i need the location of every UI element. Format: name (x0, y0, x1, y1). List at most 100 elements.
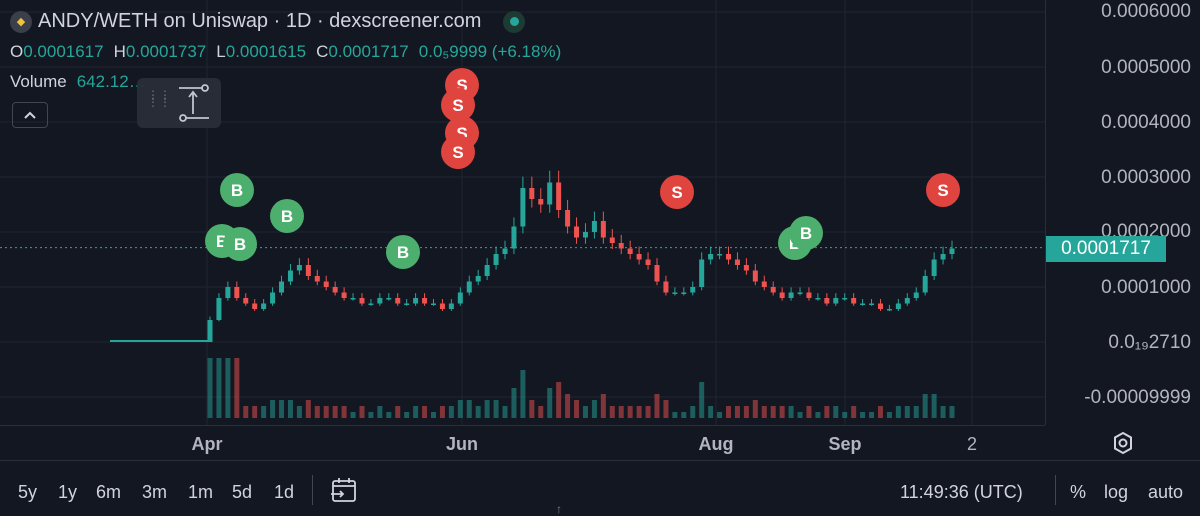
candle-body (216, 298, 222, 320)
volume-bar (422, 406, 428, 418)
volume-bar (869, 412, 875, 418)
volume-bar (752, 400, 758, 418)
volume-bar (895, 406, 901, 418)
volume-bar (323, 406, 329, 418)
volume-bar (314, 406, 320, 418)
buy-marker-circle (270, 199, 304, 233)
time-label: Aug (698, 434, 734, 454)
price-label: 0.0₁₉2710 (1108, 332, 1191, 353)
range-1y-button[interactable]: 1y (58, 482, 78, 502)
volume-bar (877, 406, 883, 418)
candle-body (225, 287, 231, 298)
candle-body (359, 298, 365, 304)
percent-scale-toggle[interactable]: % (1070, 482, 1087, 502)
sell-marker-circle (441, 135, 475, 169)
candle-body (699, 259, 705, 287)
candle-body (600, 221, 606, 238)
candle-body (627, 248, 633, 254)
volume-bar (842, 412, 848, 418)
candle-body (726, 254, 732, 260)
candle-body (520, 188, 526, 227)
candle-body (681, 292, 687, 294)
volume-bar (207, 358, 213, 418)
candle-body (305, 265, 311, 276)
buy-marker-circle (386, 235, 420, 269)
range-5d-button[interactable]: 5d (232, 482, 253, 502)
candle-body (332, 287, 338, 293)
volume-bar (565, 394, 571, 418)
measure-tool-icon[interactable] (177, 84, 211, 122)
candle-body (609, 237, 615, 243)
candle-body (323, 281, 329, 287)
range-3m-button[interactable]: 3m (142, 482, 168, 502)
candle-body (377, 298, 383, 304)
candle-body (529, 188, 535, 199)
toolbar-divider (312, 475, 313, 505)
candle-body (949, 248, 955, 254)
low-value: 0.0001615 (225, 42, 307, 61)
candle-body (430, 303, 436, 305)
candle-body (565, 210, 571, 227)
utc-clock[interactable]: 11:49:36 (UTC) (900, 482, 1023, 502)
volume-bar (502, 406, 508, 418)
candle-body (493, 254, 499, 265)
candle-body (279, 281, 285, 293)
buy-marker-circle (789, 216, 823, 250)
live-dot-icon[interactable] (503, 10, 526, 33)
range-1m-button[interactable]: 1m (188, 482, 214, 502)
volume-bar (904, 406, 910, 418)
candle-body (842, 298, 848, 300)
volume-bar (332, 406, 338, 418)
volume-bar (287, 400, 293, 418)
candle-body (287, 270, 293, 282)
range-6m-button[interactable]: 6m (96, 482, 122, 502)
volume-bar (439, 406, 445, 418)
candle-body (502, 248, 508, 254)
candle-body (582, 232, 588, 238)
ohlc-legend: O0.0001617 H0.0001737 L0.0001615 C0.0001717… (10, 42, 571, 62)
chart-settings-icon[interactable] (1110, 430, 1136, 456)
candle-body (386, 298, 392, 300)
candle-body (618, 243, 624, 249)
log-scale-toggle[interactable]: log (1104, 482, 1129, 502)
volume-bar (404, 412, 410, 418)
volume-bar (681, 412, 687, 418)
volume-bar (600, 394, 606, 418)
toolbar-divider (1055, 475, 1056, 505)
candle-body (824, 298, 830, 304)
go-to-date-icon[interactable] (330, 476, 358, 504)
volume-bar (582, 406, 588, 418)
chart-pane[interactable]: BBBBBBBSSSSSS ◆ ANDY/WETH on Uniswap · 1… (0, 0, 1045, 425)
collapse-legend-button[interactable] (12, 102, 48, 128)
volume-bar (824, 406, 830, 418)
price-label: 0.0004000 (1101, 112, 1191, 133)
scroll-up-icon[interactable]: ↑ (556, 502, 562, 516)
time-label: Jun (445, 434, 479, 454)
volume-bar (261, 406, 267, 418)
range-5y-button[interactable]: 5y (18, 482, 38, 502)
auto-scale-toggle[interactable]: auto (1148, 482, 1184, 502)
candlestick-chart[interactable]: BBBBBBBSSSSSS (0, 0, 1045, 425)
candle-body (654, 265, 660, 282)
volume-bar (279, 400, 285, 418)
volume-bar (359, 406, 365, 418)
range-1d-button[interactable]: 1d (274, 482, 295, 502)
time-axis[interactable]: Apr Jun Aug Sep 2 (0, 425, 1045, 461)
candle-body (252, 303, 258, 309)
andy-token-logo-icon: ◆ (10, 10, 32, 33)
candle-body (591, 221, 597, 232)
candle-body (395, 298, 401, 304)
candle-body (511, 226, 517, 249)
candle-body (296, 265, 302, 271)
price-axis[interactable]: 0.0006000 0.0005000 0.0004000 0.0003000 … (1045, 0, 1200, 425)
candle-body (940, 254, 946, 260)
drawing-tool-popup[interactable]: ⋮⋮ ⋮⋮ (137, 78, 221, 128)
volume-bar (797, 412, 803, 418)
sell-marker-label: S (452, 143, 463, 162)
drag-handle-icon[interactable]: ⋮⋮ ⋮⋮ (147, 88, 171, 109)
candle-body (448, 303, 454, 309)
close-label: C (316, 42, 329, 61)
candle-body (779, 292, 785, 298)
buy-marker-label: B (234, 235, 246, 254)
bottom-toolbar (0, 460, 1200, 516)
